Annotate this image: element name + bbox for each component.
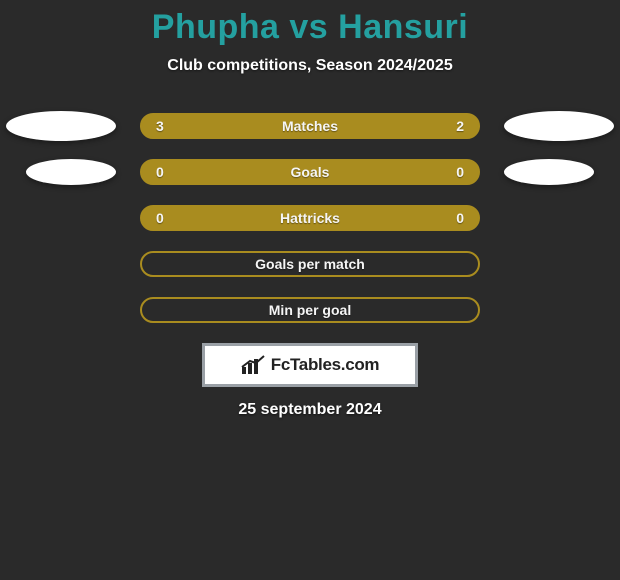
avatar-placeholder-right: [504, 111, 614, 141]
stat-pill: Min per goal: [140, 297, 480, 323]
avatar-placeholder-left: [6, 111, 116, 141]
stat-value-right: 2: [456, 118, 464, 134]
stat-pill: 0Hattricks0: [140, 205, 480, 231]
stat-value-right: 0: [456, 164, 464, 180]
page-subtitle: Club competitions, Season 2024/2025: [0, 57, 620, 75]
page-title: Phupha vs Hansuri: [0, 8, 620, 47]
date-text: 25 september 2024: [0, 401, 620, 419]
stat-label: Matches: [142, 118, 478, 134]
stat-label: Min per goal: [142, 302, 478, 318]
stat-value-left: 3: [156, 118, 164, 134]
stat-pill: 0Goals0: [140, 159, 480, 185]
branding-text: FcTables.com: [271, 355, 380, 375]
bar-chart-icon: [241, 355, 265, 375]
stat-value-right: 0: [456, 210, 464, 226]
stat-label: Hattricks: [142, 210, 478, 226]
stat-pill: 3Matches2: [140, 113, 480, 139]
stat-pill: Goals per match: [140, 251, 480, 277]
stat-row: 0Goals0: [0, 149, 620, 195]
stat-value-left: 0: [156, 210, 164, 226]
stat-value-left: 0: [156, 164, 164, 180]
stat-row: Goals per match: [0, 241, 620, 287]
stat-label: Goals per match: [142, 256, 478, 272]
avatar-placeholder-right: [504, 159, 594, 185]
branding-card: FcTables.com: [202, 343, 418, 387]
avatar-placeholder-left: [26, 159, 116, 185]
stat-row: 0Hattricks0: [0, 195, 620, 241]
stat-row: Min per goal: [0, 287, 620, 333]
stat-label: Goals: [142, 164, 478, 180]
stat-row: 3Matches2: [0, 103, 620, 149]
